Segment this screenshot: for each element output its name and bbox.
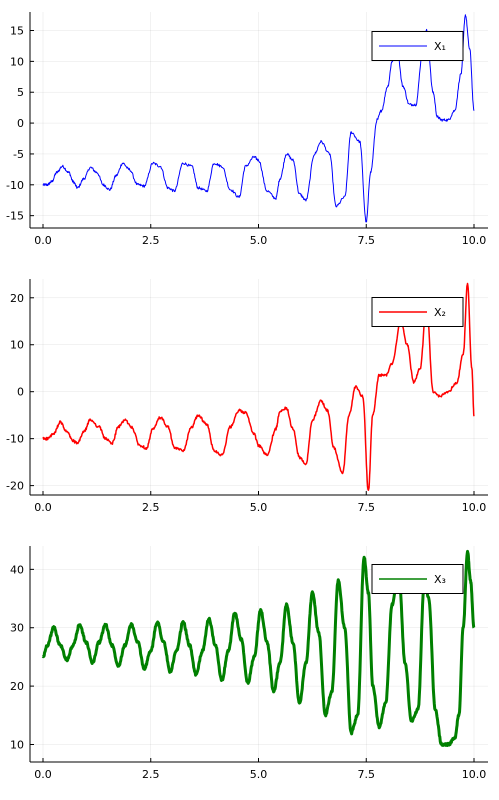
y-tick-label: 20	[10, 680, 24, 693]
y-tick-label: 5	[17, 86, 24, 99]
y-tick-label: 10	[10, 339, 24, 352]
legend-label: X₃	[434, 573, 446, 586]
x-tick-label: 5.0	[250, 501, 268, 514]
legend: X₃	[371, 564, 464, 594]
series-line	[42, 14, 475, 223]
x-tick-label: 7.5	[358, 501, 376, 514]
y-tick-label: -5	[13, 148, 24, 161]
legend-label: X₁	[434, 40, 446, 53]
x-tick-label: 5.0	[250, 768, 268, 781]
legend: X₂	[371, 297, 464, 327]
y-tick-label: 10	[10, 55, 24, 68]
x-tick-label: 10.0	[462, 234, 487, 247]
y-tick-label: -10	[6, 179, 24, 192]
y-tick-label: 15	[10, 25, 24, 38]
x-tick-label: 0.0	[34, 234, 52, 247]
y-tick-label: -10	[6, 433, 24, 446]
x-tick-label: 0.0	[34, 768, 52, 781]
y-tick-label: 10	[10, 738, 24, 751]
y-tick-label: 0	[17, 117, 24, 130]
y-tick-label: -15	[6, 210, 24, 223]
legend-label: X₂	[434, 306, 446, 319]
y-tick-label: 30	[10, 622, 24, 635]
chart-panel-2: 0.0 2.5 5.0 7.5 10.0 -20 -10 0 10 20 X₂	[6, 279, 488, 514]
x-tick-label: 10.0	[462, 768, 487, 781]
x-tick-label: 2.5	[142, 234, 160, 247]
x-tick-label: 7.5	[358, 234, 376, 247]
x-tick-label: 2.5	[142, 768, 160, 781]
y-tick-label: -20	[6, 480, 24, 493]
x-tick-label: 5.0	[250, 234, 268, 247]
x-tick-label: 0.0	[34, 501, 52, 514]
chart-panel-3: 0.0 2.5 5.0 7.5 10.0 10 20 30 40 X₃	[10, 546, 488, 781]
series-line	[41, 549, 476, 748]
legend: X₁	[371, 31, 464, 61]
y-tick-label: 0	[17, 386, 24, 399]
y-tick-label: 20	[10, 292, 24, 305]
chart-panel-1: 0.0 2.5 5.0 7.5 10.0 -15 -10 -5 0 5 10 15 X₁	[6, 12, 488, 247]
y-tick-label: 40	[10, 563, 24, 576]
series-line	[42, 282, 475, 491]
x-tick-label: 7.5	[358, 768, 376, 781]
x-tick-label: 10.0	[462, 501, 487, 514]
x-tick-label: 2.5	[142, 501, 160, 514]
